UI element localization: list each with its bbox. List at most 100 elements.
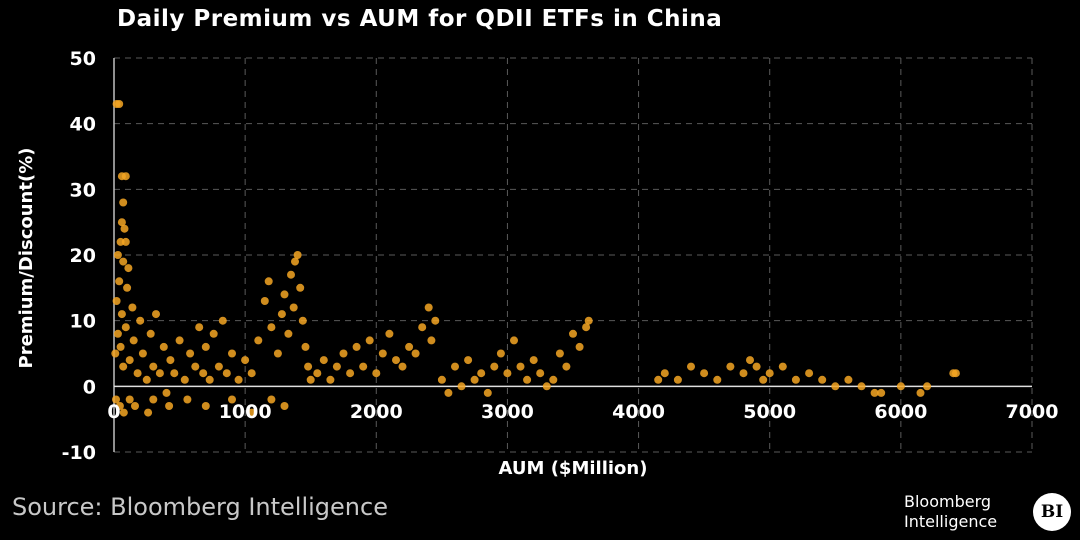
data-point [191, 362, 200, 371]
data-point [205, 375, 214, 384]
data-point [280, 290, 289, 299]
y-tick-label: 10 [70, 311, 96, 333]
data-point [301, 342, 310, 351]
data-point [818, 375, 827, 384]
data-point [111, 349, 120, 358]
data-point [199, 369, 208, 378]
data-point [306, 375, 315, 384]
data-point [183, 395, 192, 404]
y-tick-label: 30 [70, 179, 96, 201]
data-point [123, 283, 132, 292]
bloomberg-intelligence-logo: Bloomberg Intelligence BI [904, 490, 1080, 536]
data-point [378, 349, 387, 358]
data-point [267, 395, 276, 404]
data-point [241, 356, 250, 365]
data-point [726, 362, 735, 371]
data-point [115, 277, 124, 286]
y-tick-label: 20 [70, 245, 96, 267]
data-point [319, 356, 328, 365]
data-point [339, 349, 348, 358]
data-point [228, 395, 236, 404]
data-point [427, 336, 436, 345]
y-tick-label: 40 [70, 114, 96, 136]
data-point [503, 369, 512, 378]
data-point [431, 316, 440, 325]
brand-name-line1: Bloomberg [904, 492, 992, 511]
data-point [739, 369, 748, 378]
data-point [464, 356, 473, 365]
data-point [129, 336, 138, 345]
data-point [277, 310, 286, 319]
data-point [228, 349, 236, 358]
x-tick-label: 6000 [874, 401, 927, 423]
data-point [385, 329, 394, 338]
data-point [372, 369, 381, 378]
data-point [575, 342, 584, 351]
data-point [424, 303, 433, 312]
data-point [273, 349, 282, 358]
data-point [536, 369, 545, 378]
data-point [870, 388, 879, 397]
data-point [180, 375, 189, 384]
data-point [365, 336, 374, 345]
data-point [418, 323, 427, 332]
data-point [186, 349, 195, 358]
data-point [713, 375, 722, 384]
data-point [523, 375, 532, 384]
data-point [291, 257, 299, 266]
data-point [119, 362, 128, 371]
data-point [280, 402, 289, 410]
data-point [759, 375, 768, 384]
y-axis-label: Premium/Discount(%) [16, 148, 37, 369]
x-axis-label: AUM ($Million) [499, 458, 648, 479]
data-point [152, 310, 160, 319]
data-point [477, 369, 486, 378]
data-point [877, 388, 886, 397]
data-point [746, 356, 754, 365]
data-point [555, 349, 564, 358]
data-point [673, 375, 682, 384]
y-tick-label: -10 [62, 442, 96, 464]
data-point [805, 369, 814, 378]
data-point [267, 323, 276, 332]
data-point [496, 349, 505, 358]
data-point [131, 402, 139, 410]
data-point [214, 362, 223, 371]
x-tick-label: 0 [107, 401, 120, 423]
data-point [451, 362, 459, 371]
tick-labels: 0 1000 2000 3000 4000 5000 6000 7000 -10 0 10 20 30 4… [62, 48, 1059, 464]
data-point [113, 251, 122, 259]
data-point [392, 356, 400, 365]
data-point [923, 382, 932, 391]
data-point [264, 277, 273, 286]
data-point [117, 218, 126, 227]
data-point [113, 329, 122, 338]
data-point [332, 362, 341, 371]
data-point [437, 375, 446, 384]
data-point [112, 297, 121, 305]
data-points [111, 100, 960, 417]
data-point [138, 349, 147, 358]
data-point [165, 402, 174, 410]
data-point [124, 264, 133, 273]
data-point [293, 251, 302, 259]
data-point [529, 356, 538, 365]
data-point [582, 323, 591, 332]
x-tick-label: 4000 [612, 401, 665, 423]
data-point [490, 362, 499, 371]
data-point [149, 362, 158, 371]
x-tick-label: 3000 [481, 401, 534, 423]
data-point [166, 356, 175, 365]
data-point [289, 303, 298, 312]
data-point [116, 342, 125, 351]
data-point [352, 342, 361, 351]
chart-title: Daily Premium vs AUM for QDII ETFs in Ch… [117, 6, 723, 32]
data-point [222, 369, 231, 378]
data-point [687, 362, 695, 371]
data-point [218, 316, 227, 325]
data-point [201, 342, 210, 351]
data-point [112, 395, 120, 404]
data-point [142, 375, 151, 384]
data-point [510, 336, 518, 345]
x-tick-label: 7000 [1006, 401, 1059, 423]
